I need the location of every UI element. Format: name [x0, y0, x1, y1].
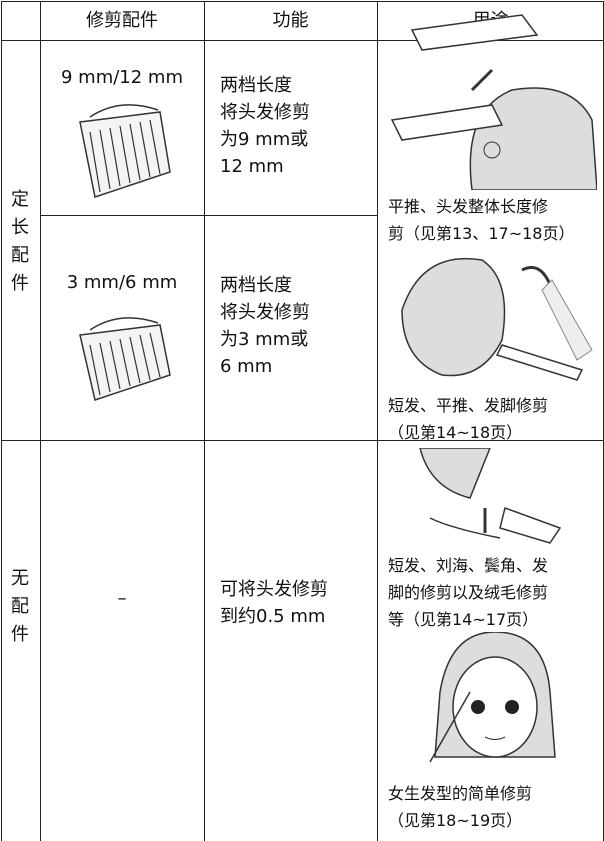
rule	[377, 1, 378, 841]
rule	[1, 440, 604, 441]
rule	[40, 1, 41, 841]
usage-caption: （见第14~18页）	[388, 423, 523, 442]
group-label: 定长配件	[11, 189, 29, 294]
rule	[1, 1, 2, 841]
usage-caption: 女生发型的简单修剪	[388, 784, 533, 803]
attachment: 3 mm/6 mm	[66, 272, 178, 293]
rule	[204, 1, 205, 841]
function-line: 为3 mm或	[220, 329, 309, 350]
function-line: 12 mm	[220, 156, 284, 177]
usage-caption: 剪（见第13、17~18页）	[388, 224, 575, 243]
usage-caption: 短发、平推、发脚修剪	[388, 396, 549, 415]
usage-illustration	[419, 448, 562, 544]
function-line: 到约0.5 mm	[220, 606, 326, 627]
attachment: –	[117, 588, 127, 609]
usage-caption: 平推、头发整体长度修	[388, 197, 549, 216]
comb-illustration	[79, 104, 171, 198]
usage-illustration	[429, 632, 556, 763]
header-cell: 功能	[272, 10, 309, 31]
function-line: 将头发修剪	[220, 302, 310, 323]
function-line: 为9 mm或	[220, 129, 309, 150]
group-label: 无配件	[11, 568, 29, 645]
function-line: 将头发修剪	[220, 102, 310, 123]
rule	[1, 40, 604, 41]
usage-illustration	[390, 14, 597, 190]
usage-caption: （见第18~19页）	[388, 811, 523, 830]
function-line: 可将头发修剪	[220, 579, 328, 600]
usage-illustration	[401, 257, 593, 381]
usage-caption: 短发、刘海、鬓角、发	[388, 556, 549, 575]
function-line: 两档长度	[220, 275, 292, 296]
usage-caption: 脚的修剪以及绒毛修剪	[388, 583, 549, 602]
function-line: 6 mm	[220, 356, 273, 377]
header-cell: 修剪配件	[86, 10, 158, 31]
usage-caption: 等（见第14~17页）	[388, 610, 539, 629]
rule	[1, 1, 604, 2]
function-line: 两档长度	[220, 75, 292, 96]
attachment: 9 mm/12 mm	[60, 67, 183, 88]
comb-illustration	[79, 317, 171, 401]
rule	[40, 215, 377, 216]
